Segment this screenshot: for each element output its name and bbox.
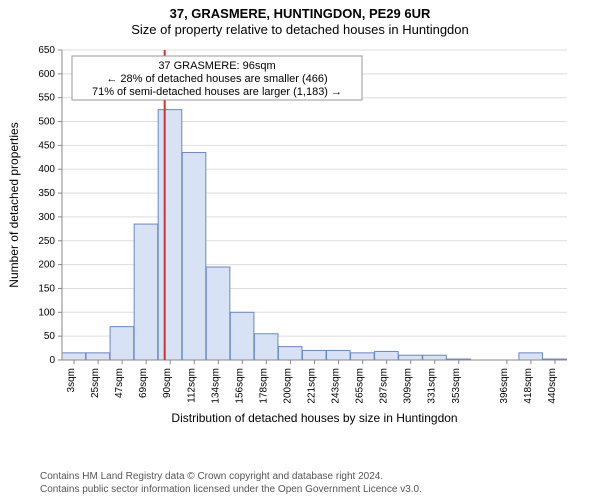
chart-title-address: 37, GRASMERE, HUNTINGDON, PE29 6UR bbox=[0, 6, 600, 22]
svg-text:600: 600 bbox=[38, 69, 55, 80]
svg-text:150: 150 bbox=[38, 283, 55, 294]
svg-text:Number of detached properties: Number of detached properties bbox=[7, 122, 21, 287]
svg-text:250: 250 bbox=[38, 236, 55, 247]
chart-title-block: 37, GRASMERE, HUNTINGDON, PE29 6UR Size … bbox=[0, 0, 600, 37]
chart-area: 0 50 100 150 200 250 300 350 400 450 500 550 600 650 3… bbox=[0, 40, 600, 440]
svg-text:400: 400 bbox=[38, 164, 55, 175]
svg-text:309sqm: 309sqm bbox=[403, 368, 414, 404]
svg-text:← 28% of detached houses are s: ← 28% of detached houses are smaller (46… bbox=[106, 73, 327, 85]
svg-text:112sqm: 112sqm bbox=[186, 368, 197, 403]
svg-text:178sqm: 178sqm bbox=[258, 368, 269, 404]
svg-text:650: 650 bbox=[38, 45, 55, 56]
svg-text:0: 0 bbox=[49, 355, 55, 366]
svg-text:50: 50 bbox=[44, 331, 56, 342]
svg-text:300: 300 bbox=[38, 212, 55, 223]
histogram-svg: 0 50 100 150 200 250 300 350 400 450 500 550 600 650 3… bbox=[0, 40, 600, 440]
chart-title-subtitle: Size of property relative to detached ho… bbox=[0, 22, 600, 38]
svg-text:265sqm: 265sqm bbox=[355, 368, 366, 404]
svg-text:90sqm: 90sqm bbox=[162, 368, 173, 398]
svg-text:243sqm: 243sqm bbox=[331, 368, 342, 404]
attribution-footer: Contains HM Land Registry data © Crown c… bbox=[40, 471, 422, 496]
svg-text:3sqm: 3sqm bbox=[66, 368, 77, 392]
svg-text:71% of semi-detached houses ar: 71% of semi-detached houses are larger (… bbox=[92, 86, 342, 98]
svg-text:25sqm: 25sqm bbox=[90, 368, 101, 398]
svg-text:396sqm: 396sqm bbox=[499, 368, 510, 404]
svg-text:331sqm: 331sqm bbox=[427, 368, 438, 404]
svg-text:134sqm: 134sqm bbox=[210, 368, 221, 404]
svg-text:156sqm: 156sqm bbox=[234, 368, 245, 404]
svg-text:350: 350 bbox=[38, 188, 55, 199]
svg-text:100: 100 bbox=[38, 307, 55, 318]
svg-text:550: 550 bbox=[38, 93, 55, 104]
svg-text:353sqm: 353sqm bbox=[451, 368, 462, 404]
svg-text:440sqm: 440sqm bbox=[547, 368, 558, 404]
svg-text:287sqm: 287sqm bbox=[379, 368, 390, 404]
svg-text:500: 500 bbox=[38, 117, 55, 128]
footer-line-1: Contains HM Land Registry data © Crown c… bbox=[40, 471, 422, 484]
svg-text:Distribution of detached house: Distribution of detached houses by size … bbox=[171, 411, 457, 425]
svg-text:47sqm: 47sqm bbox=[114, 368, 125, 398]
svg-text:37 GRASMERE: 96sqm: 37 GRASMERE: 96sqm bbox=[158, 60, 275, 72]
svg-text:200: 200 bbox=[38, 260, 55, 271]
svg-text:69sqm: 69sqm bbox=[138, 368, 149, 398]
footer-line-2: Contains public sector information licen… bbox=[40, 484, 422, 497]
svg-text:450: 450 bbox=[38, 140, 55, 151]
svg-text:418sqm: 418sqm bbox=[523, 368, 534, 404]
svg-text:221sqm: 221sqm bbox=[307, 368, 318, 404]
svg-text:200sqm: 200sqm bbox=[282, 368, 293, 404]
